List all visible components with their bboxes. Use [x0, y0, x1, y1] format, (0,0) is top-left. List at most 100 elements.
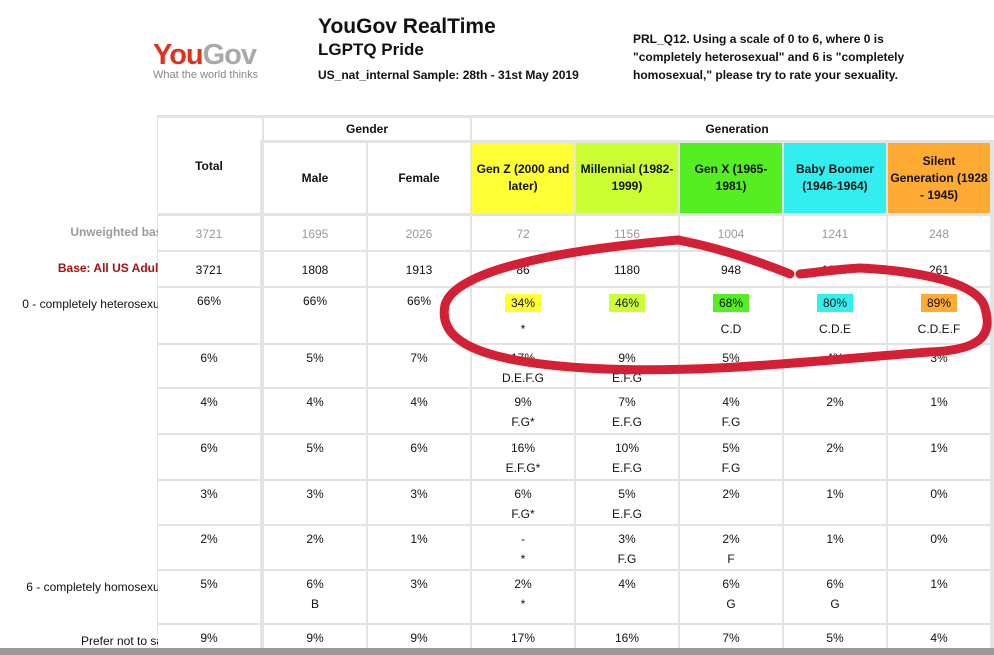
cell-value: 1%	[888, 441, 990, 455]
row-label: 0 - completely heterosexual	[22, 297, 169, 311]
report-subtitle: LGPTQ Pride	[318, 40, 424, 59]
cell-value: 9%	[158, 631, 260, 645]
table-cell: 72	[472, 216, 574, 250]
cell-value: 6%	[158, 441, 260, 455]
cell-value-text: 4%	[826, 351, 844, 365]
cell-value: 4%	[680, 395, 782, 409]
cell-value-text: 1241	[821, 227, 849, 241]
cell-value: -	[472, 532, 574, 546]
logo-you: You	[153, 39, 204, 71]
cell-value: 6%	[264, 577, 366, 591]
cell-value-text: 72	[516, 227, 530, 241]
column-header-baby-boomer: Baby Boomer (1946-1964)	[784, 143, 886, 213]
significance-marker: *	[520, 322, 526, 336]
yougov-logo: YouGov What the world thinks	[153, 40, 258, 81]
cell-value: 5%	[264, 441, 366, 455]
cell-value: 1%	[784, 487, 886, 501]
table-cell: 1180	[576, 252, 678, 286]
table-cell: 86	[472, 252, 574, 286]
significance-marker: E.F.G	[611, 371, 642, 385]
table-cell: 4%	[784, 345, 886, 387]
cell-value: 68%	[680, 294, 782, 312]
table-cell: 0%	[888, 481, 990, 524]
table-cell: 5%	[680, 345, 782, 387]
significance-marker: C.D.E	[818, 322, 851, 336]
cell-value: 5%	[680, 441, 782, 455]
cell-value: 89%	[888, 294, 990, 312]
table-cell: 4%	[888, 625, 990, 648]
cell-value-text: 16%	[510, 441, 536, 455]
cell-value-text: 2%	[826, 395, 844, 409]
cell-value-text: 1808	[301, 263, 329, 277]
cell-value-text: 2%	[200, 532, 218, 546]
cell-value: 6%	[368, 441, 470, 455]
table-cell: 7%	[680, 625, 782, 648]
cell-value-text: 3%	[200, 487, 218, 501]
significance-marker: C.D.E.F	[917, 322, 961, 336]
cell-value-text: 4%	[722, 395, 740, 409]
cell-value: 1913	[368, 263, 470, 277]
cell-value: 9%	[472, 395, 574, 409]
table-cell: 5%	[264, 435, 366, 479]
cell-value-text: 3%	[410, 487, 428, 501]
table-cell: 5%	[784, 625, 886, 648]
cell-value-text: 1004	[717, 227, 745, 241]
cell-value-text: 66%	[302, 294, 328, 308]
table-cell: 5%	[264, 345, 366, 387]
table-cell: 80% C.D.E	[784, 288, 886, 343]
cell-value: 4%	[784, 351, 886, 365]
table-cell: 2026	[368, 216, 470, 250]
table-cell: 3%	[368, 571, 470, 623]
cell-value-text: 3%	[306, 487, 324, 501]
cell-value-text: 1%	[826, 487, 844, 501]
group-header-generation: Generation	[472, 118, 994, 140]
significance-marker: D.E.F.G	[501, 371, 544, 385]
cell-value-text: 66%	[406, 294, 432, 308]
cell-value: 248	[888, 227, 990, 241]
table-cell: - *	[472, 526, 574, 569]
cell-value-text: 34%	[504, 294, 542, 312]
cell-value: 2%	[784, 395, 886, 409]
bottom-scrollbar[interactable]	[0, 648, 994, 655]
cell-value: 9%	[264, 631, 366, 645]
significance-marker: C.D	[720, 322, 742, 336]
cell-value: 80%	[784, 294, 886, 312]
table-cell: 2%	[784, 389, 886, 433]
cell-value: 46%	[576, 294, 678, 312]
cell-value-text: 7%	[722, 631, 740, 645]
cell-value: 3%	[888, 351, 990, 365]
cell-value-text: 2%	[826, 441, 844, 455]
cell-value: 86	[472, 263, 574, 277]
cell-value: 2%	[680, 532, 782, 546]
cell-value-text: 68%	[712, 294, 750, 312]
cell-value-text: 5%	[826, 631, 844, 645]
table-cell: 261	[888, 252, 990, 286]
cell-value-text: 2%	[306, 532, 324, 546]
table-cell: 1913	[368, 252, 470, 286]
cell-value: 1695	[264, 227, 366, 241]
cell-value: 5%	[576, 487, 678, 501]
cell-value: 5%	[784, 631, 886, 645]
cell-value-text: 4%	[306, 395, 324, 409]
report-title: YouGov RealTime	[318, 15, 496, 38]
report-header: YouGov RealTime LGPTQ Pride US_nat_inter…	[318, 14, 579, 83]
cell-value-text: 4%	[930, 631, 948, 645]
table-cell: 1241	[784, 216, 886, 250]
significance-marker: F.G*	[511, 415, 535, 429]
cell-value-text: 89%	[920, 294, 958, 312]
significance-marker: F.G	[721, 461, 741, 475]
significance-marker: F.G*	[511, 507, 535, 521]
cell-value: 3%	[576, 532, 678, 546]
cell-value: 72	[472, 227, 574, 241]
cell-value: 7%	[368, 351, 470, 365]
cell-value: 4%	[576, 577, 678, 591]
table-cell: 46%	[576, 288, 678, 343]
table-cell: 16%	[576, 625, 678, 648]
cell-value: 66%	[264, 294, 366, 308]
table-cell: 1808	[264, 252, 366, 286]
cell-value-text: 4%	[200, 395, 218, 409]
cell-value: 0%	[888, 532, 990, 546]
cell-value: 17%	[472, 631, 574, 645]
significance-marker: G	[726, 597, 736, 611]
table-cell: 1%	[888, 571, 990, 623]
